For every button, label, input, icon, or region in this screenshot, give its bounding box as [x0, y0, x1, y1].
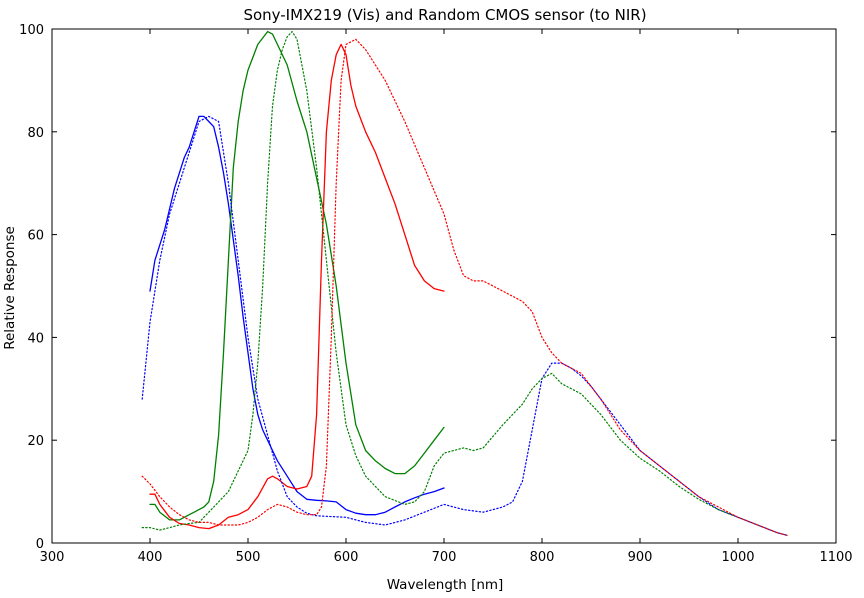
x-tick-label: 600: [334, 550, 359, 565]
y-axis-label: Relative Response: [2, 226, 18, 350]
x-tick-label: 700: [432, 550, 457, 565]
x-tick-label: 300: [40, 550, 65, 565]
x-axis-label: Wavelength [nm]: [387, 577, 504, 593]
y-tick-label: 100: [19, 23, 44, 38]
series-layer: [141, 30, 788, 536]
x-tick-label: 1000: [721, 550, 754, 565]
x-tick-label: 1100: [819, 550, 852, 565]
series-line-1: [149, 30, 445, 521]
plot-frame: [51, 28, 837, 544]
series-line-0: [149, 115, 445, 516]
x-tick-label: 400: [138, 550, 163, 565]
axes-layer: 300 400 500 600 700 800 900 1000 1100 0 20 40 60 80 10…: [19, 23, 852, 565]
series-line-2: [149, 43, 445, 530]
chart-title: Sony-IMX219 (Vis) and Random CMOS sensor…: [243, 6, 646, 24]
y-tick-label: 60: [27, 229, 44, 244]
y-tick-label: 40: [27, 331, 44, 346]
series-line-4: [141, 31, 788, 536]
x-tick-label: 500: [236, 550, 261, 565]
y-tick-label: 80: [27, 126, 44, 141]
series-line-5: [141, 38, 788, 536]
series-line-3: [141, 115, 788, 536]
y-tick-label: 20: [27, 434, 44, 449]
x-tick-label: 900: [628, 550, 653, 565]
y-tick-label: 0: [36, 537, 44, 552]
x-tick-label: 800: [530, 550, 555, 565]
